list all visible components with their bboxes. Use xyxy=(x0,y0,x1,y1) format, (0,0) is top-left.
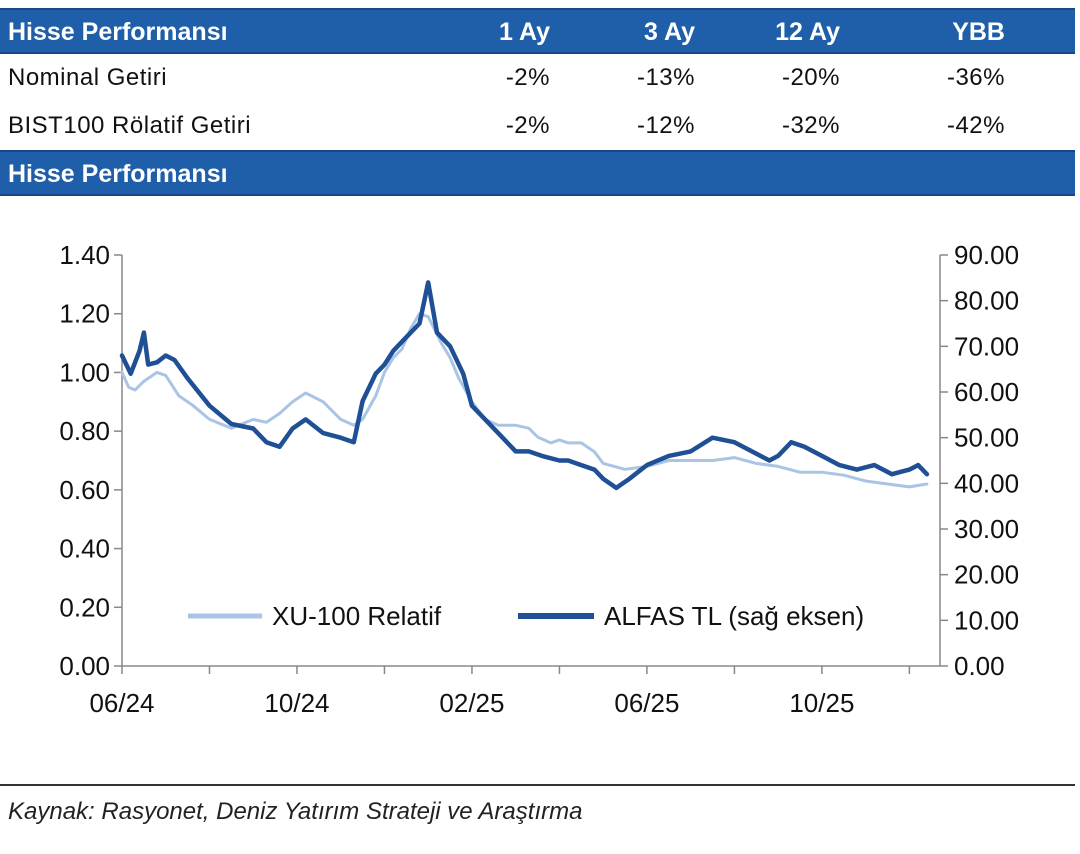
cell-value: -36% xyxy=(946,64,1005,91)
y-left-tick-label: 0.20 xyxy=(59,592,110,622)
table-row-nominal: Nominal Getiri -2% -13% -20% -36% xyxy=(0,56,1075,102)
cell-value: -12% xyxy=(636,112,695,139)
y-left-tick-label: 0.00 xyxy=(59,651,110,681)
cell-value: -20% xyxy=(781,64,840,91)
x-tick-label: 06/25 xyxy=(614,688,679,718)
legend-label-xu100: XU-100 Relatif xyxy=(272,601,442,631)
y-right-tick-label: 50.00 xyxy=(954,423,1019,453)
cell-value: -2% xyxy=(505,112,550,139)
y-right-tick-label: 60.00 xyxy=(954,377,1019,407)
row-label: Nominal Getiri xyxy=(8,64,168,91)
y-left-tick-label: 1.20 xyxy=(59,299,110,329)
y-right-tick-label: 10.00 xyxy=(954,605,1019,635)
cell-value: -13% xyxy=(636,64,695,91)
performance-chart: 0.00 0.20 0.40 0.60 0.80 1.00 1.20 1.40 0.00 10.0… xyxy=(59,240,1019,718)
y-right-tick-label: 0.00 xyxy=(954,651,1005,681)
y-right-tick-label: 80.00 xyxy=(954,286,1019,316)
cell-value: -42% xyxy=(946,112,1005,139)
y-left-tick-label: 0.40 xyxy=(59,534,110,564)
y-right-tick-label: 90.00 xyxy=(954,240,1019,270)
y-right-tick-label: 40.00 xyxy=(954,468,1019,498)
y-right-tick-label: 70.00 xyxy=(954,331,1019,361)
series-line-alfas xyxy=(119,280,930,491)
source-note: Kaynak: Rasyonet, Deniz Yatırım Strateji… xyxy=(8,798,583,825)
col-header-ybb: YBB xyxy=(952,18,1005,46)
row-label: BIST100 Rölatif Getiri xyxy=(8,112,252,139)
legend-label-alfas: ALFAS TL (sağ eksen) xyxy=(604,601,864,631)
y-right-tick-label: 20.00 xyxy=(954,560,1019,590)
series-line-xu100 xyxy=(120,312,929,489)
divider xyxy=(0,784,1075,786)
chart-section-title: Hisse Performansı xyxy=(8,160,228,188)
y-left-tick-label: 1.40 xyxy=(59,240,110,270)
table-header: Hisse Performansı 1 Ay 3 Ay 12 Ay YBB xyxy=(0,8,1075,54)
chart-section-header: Hisse Performansı xyxy=(0,150,1075,196)
col-header-12-ay: 12 Ay xyxy=(775,18,840,46)
table-row-relative: BIST100 Rölatif Getiri -2% -12% -32% -42… xyxy=(0,104,1075,150)
x-tick-label: 10/25 xyxy=(789,688,854,718)
cell-value: -32% xyxy=(781,112,840,139)
y-left-tick-label: 0.60 xyxy=(59,475,110,505)
cell-value: -2% xyxy=(505,64,550,91)
table-header-title: Hisse Performansı xyxy=(8,18,228,46)
col-header-1-ay: 1 Ay xyxy=(499,18,550,46)
x-tick-label: 06/24 xyxy=(89,688,154,718)
y-right-tick-label: 30.00 xyxy=(954,514,1019,544)
y-left-tick-label: 0.80 xyxy=(59,416,110,446)
x-tick-label: 10/24 xyxy=(264,688,329,718)
y-left-tick-label: 1.00 xyxy=(59,357,110,387)
x-tick-label: 02/25 xyxy=(439,688,504,718)
col-header-3-ay: 3 Ay xyxy=(644,18,695,46)
